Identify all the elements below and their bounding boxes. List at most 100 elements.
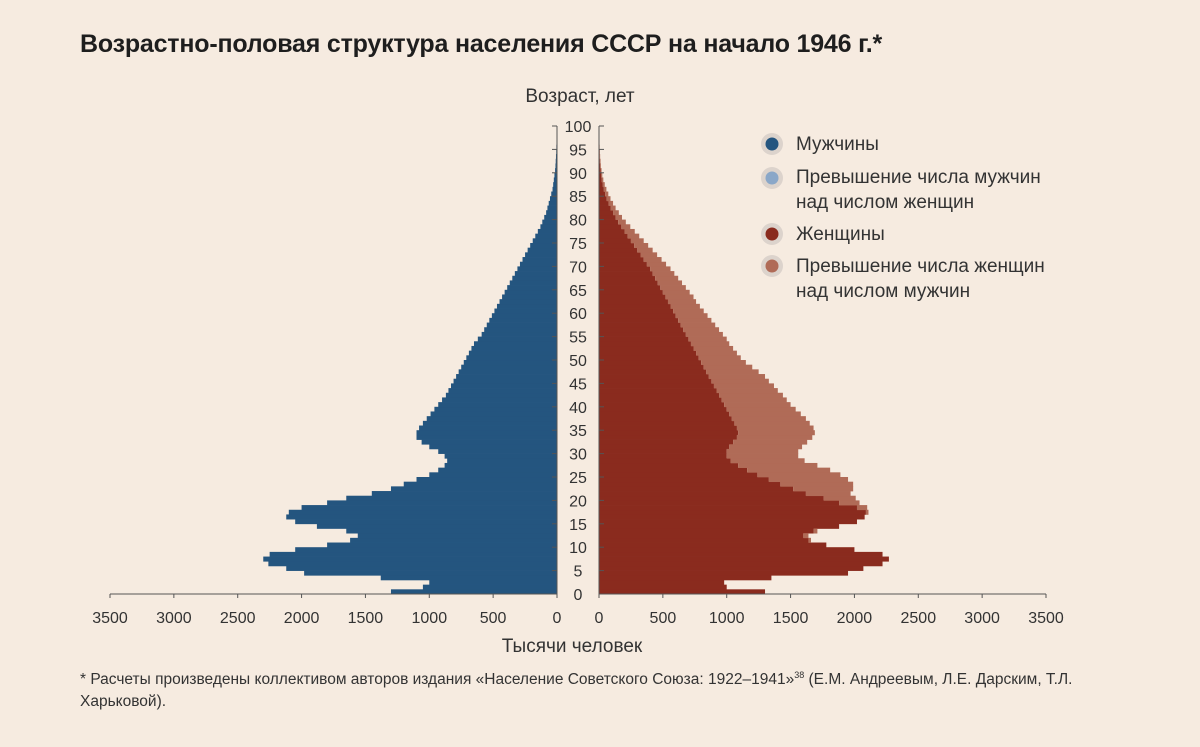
female-bar bbox=[599, 266, 651, 272]
legend-marker bbox=[765, 137, 779, 151]
female-surplus-bar bbox=[696, 350, 737, 356]
axes bbox=[109, 125, 1047, 598]
male-bar bbox=[416, 477, 557, 483]
female-surplus-bar bbox=[667, 299, 697, 305]
x-tick-label-right: 2000 bbox=[837, 610, 873, 627]
female-surplus-bar bbox=[624, 228, 635, 234]
male-bar bbox=[426, 416, 557, 422]
male-bar bbox=[434, 406, 557, 412]
female-surplus-bar bbox=[599, 158, 601, 164]
x-tick-label-right: 0 bbox=[595, 610, 604, 627]
male-bar bbox=[551, 191, 557, 197]
age-tick-label: 35 bbox=[569, 423, 587, 440]
male-bar bbox=[295, 547, 557, 553]
female-bar bbox=[599, 327, 684, 333]
female-surplus-bar bbox=[729, 411, 801, 417]
age-tick-label: 20 bbox=[569, 493, 587, 510]
female-bar bbox=[599, 177, 602, 183]
age-tick-label: 95 bbox=[569, 142, 587, 159]
female-surplus-bar bbox=[688, 336, 727, 342]
female-bar bbox=[599, 205, 611, 211]
female-bar bbox=[599, 570, 849, 576]
legend: Мужчины Превышение числа мужчин над числом… bbox=[761, 133, 1045, 302]
female-bar bbox=[599, 303, 671, 309]
female-bar bbox=[599, 467, 748, 473]
age-tick-label: 55 bbox=[569, 330, 587, 347]
female-bar bbox=[599, 448, 727, 454]
legend-marker bbox=[765, 259, 779, 273]
male-bar bbox=[421, 439, 557, 445]
female-surplus-bar bbox=[670, 303, 700, 309]
female-bar bbox=[599, 238, 631, 244]
male-bar bbox=[316, 523, 557, 529]
female-bar bbox=[599, 556, 889, 562]
female-surplus-bar bbox=[683, 327, 720, 333]
age-tick-label: 45 bbox=[569, 376, 587, 393]
female-surplus-bar bbox=[865, 509, 869, 515]
male-bar bbox=[537, 228, 557, 234]
age-tick-label: 75 bbox=[569, 236, 587, 253]
age-tick-label: 60 bbox=[569, 306, 587, 323]
female-surplus-bar bbox=[662, 289, 690, 295]
female-surplus-bar bbox=[608, 200, 614, 206]
male-bar bbox=[466, 355, 557, 361]
female-surplus-bar bbox=[856, 505, 868, 511]
x-tick-label-left: 3000 bbox=[156, 610, 192, 627]
female-surplus-bar bbox=[724, 402, 791, 408]
male-bar bbox=[540, 224, 557, 230]
female-bar bbox=[599, 261, 647, 267]
female-surplus-bar bbox=[721, 397, 787, 403]
female-bar bbox=[599, 509, 866, 515]
female-surplus-bar bbox=[726, 453, 799, 459]
male-bar bbox=[504, 289, 557, 295]
male-bar bbox=[442, 397, 557, 403]
female-surplus-bar bbox=[747, 467, 831, 473]
female-bar bbox=[599, 233, 628, 239]
female-bar bbox=[599, 313, 676, 319]
age-tick-label: 90 bbox=[569, 166, 587, 183]
female-surplus-bar bbox=[610, 205, 616, 211]
male-bar bbox=[422, 584, 557, 590]
male-bar bbox=[371, 491, 557, 497]
female-bar bbox=[599, 172, 602, 178]
female-bar bbox=[599, 196, 607, 202]
female-bar bbox=[599, 364, 704, 370]
male-bar bbox=[429, 444, 557, 450]
female-bar bbox=[599, 406, 727, 412]
male-bar bbox=[525, 252, 557, 258]
male-bar bbox=[544, 214, 557, 220]
male-bar bbox=[346, 528, 557, 534]
female-bar bbox=[599, 477, 769, 483]
female-surplus-bar bbox=[613, 210, 619, 216]
female-surplus-bar bbox=[719, 392, 783, 398]
male-bar bbox=[473, 341, 557, 347]
female-bar bbox=[599, 589, 766, 595]
footnote-text: * Расчеты произведены коллективом авторо… bbox=[80, 671, 795, 689]
female-surplus-bar bbox=[690, 341, 730, 347]
female-surplus-bars bbox=[599, 130, 869, 543]
female-surplus-bar bbox=[646, 261, 667, 267]
male-bar bbox=[549, 196, 557, 202]
female-surplus-bar bbox=[621, 224, 631, 230]
female-bar bbox=[599, 500, 840, 506]
male-bar bbox=[522, 257, 557, 263]
male-bar bbox=[269, 551, 557, 557]
female-surplus-bar bbox=[634, 243, 649, 249]
female-surplus-bar bbox=[665, 294, 694, 300]
male-bar bbox=[429, 472, 557, 478]
male-bar bbox=[448, 388, 557, 394]
male-bar bbox=[542, 219, 557, 225]
female-bar bbox=[599, 514, 865, 520]
female-surplus-bar bbox=[713, 383, 774, 389]
male-bar bbox=[456, 374, 557, 380]
female-surplus-bar bbox=[805, 491, 851, 497]
male-bar bbox=[403, 481, 557, 487]
male-bar bbox=[390, 486, 557, 492]
female-surplus-bar bbox=[602, 182, 605, 188]
female-bar bbox=[599, 416, 732, 422]
female-bar bbox=[599, 430, 739, 436]
female-surplus-bar bbox=[685, 331, 723, 337]
female-bar bbox=[599, 308, 674, 314]
legend-label: над числом мужчин bbox=[796, 281, 970, 302]
female-bar bbox=[599, 243, 635, 249]
